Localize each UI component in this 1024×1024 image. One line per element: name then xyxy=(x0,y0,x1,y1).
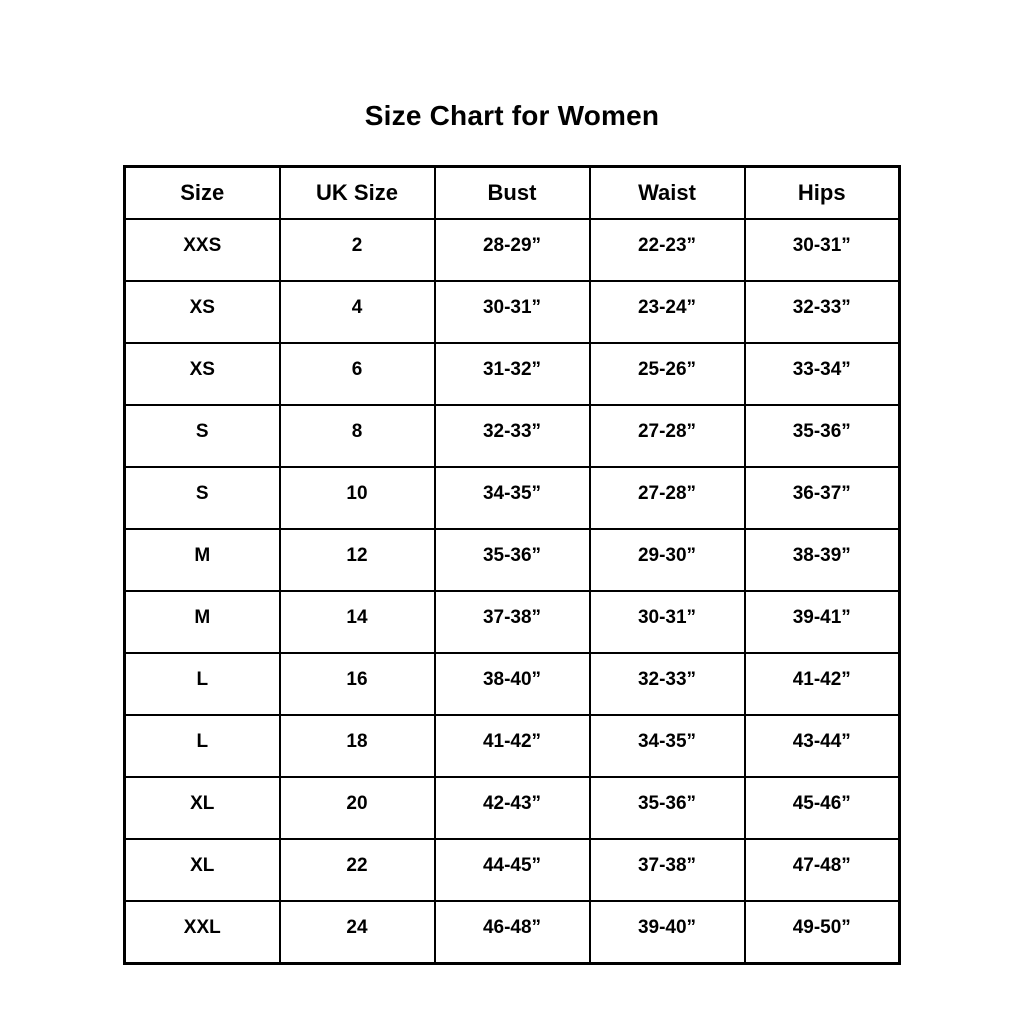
table-cell: 24 xyxy=(278,900,436,965)
table-cell: 30-31” xyxy=(433,280,591,344)
table-cell: 42-43” xyxy=(433,776,591,840)
table-cell: 41-42” xyxy=(433,714,591,778)
table-cell: XS xyxy=(123,280,281,344)
table-cell: 39-40” xyxy=(588,900,746,965)
table-cell: 35-36” xyxy=(433,528,591,592)
table-cell: M xyxy=(123,590,281,654)
column-header-size: Size xyxy=(123,165,281,220)
table-row: L 16 38-40” 32-33” 41-42” xyxy=(123,652,901,716)
table-cell: 46-48” xyxy=(433,900,591,965)
table-cell: 37-38” xyxy=(433,590,591,654)
table-cell: L xyxy=(123,652,281,716)
table-cell: 28-29” xyxy=(433,218,591,282)
table-row: XXL 24 46-48” 39-40” 49-50” xyxy=(123,900,901,965)
table-cell: 32-33” xyxy=(588,652,746,716)
table-cell: 4 xyxy=(278,280,436,344)
table-cell: 32-33” xyxy=(433,404,591,468)
table-cell: 34-35” xyxy=(433,466,591,530)
table-cell: 30-31” xyxy=(588,590,746,654)
table-cell: 35-36” xyxy=(743,404,901,468)
table-cell: 18 xyxy=(278,714,436,778)
table-row: XXS 2 28-29” 22-23” 30-31” xyxy=(123,218,901,282)
table-cell: 32-33” xyxy=(743,280,901,344)
table-cell: XL xyxy=(123,838,281,902)
table-cell: 41-42” xyxy=(743,652,901,716)
table-row: XS 4 30-31” 23-24” 32-33” xyxy=(123,280,901,344)
table-cell: 45-46” xyxy=(743,776,901,840)
table-cell: 39-41” xyxy=(743,590,901,654)
column-header-bust: Bust xyxy=(433,165,591,220)
table-row: L 18 41-42” 34-35” 43-44” xyxy=(123,714,901,778)
table-cell: S xyxy=(123,404,281,468)
table-cell: 38-39” xyxy=(743,528,901,592)
table-cell: 20 xyxy=(278,776,436,840)
table-cell: 29-30” xyxy=(588,528,746,592)
table-cell: 34-35” xyxy=(588,714,746,778)
table-cell: 30-31” xyxy=(743,218,901,282)
table-row: XL 20 42-43” 35-36” 45-46” xyxy=(123,776,901,840)
table-cell: 44-45” xyxy=(433,838,591,902)
table-row: M 12 35-36” 29-30” 38-39” xyxy=(123,528,901,592)
table-cell: 22 xyxy=(278,838,436,902)
table-cell: 25-26” xyxy=(588,342,746,406)
table-cell: 49-50” xyxy=(743,900,901,965)
table-cell: 36-37” xyxy=(743,466,901,530)
size-chart-table: Size UK Size Bust Waist Hips XXS 2 28-29” 2… xyxy=(123,165,901,965)
table-cell: XXL xyxy=(123,900,281,965)
table-cell: 31-32” xyxy=(433,342,591,406)
table-row: S 8 32-33” 27-28” 35-36” xyxy=(123,404,901,468)
table-cell: XXS xyxy=(123,218,281,282)
table-cell: L xyxy=(123,714,281,778)
table-cell: 22-23” xyxy=(588,218,746,282)
table-cell: 43-44” xyxy=(743,714,901,778)
table-cell: 38-40” xyxy=(433,652,591,716)
table-cell: XS xyxy=(123,342,281,406)
column-header-hips: Hips xyxy=(743,165,901,220)
table-cell: 14 xyxy=(278,590,436,654)
header-row: Size UK Size Bust Waist Hips xyxy=(123,165,901,220)
column-header-waist: Waist xyxy=(588,165,746,220)
table-row: XL 22 44-45” 37-38” 47-48” xyxy=(123,838,901,902)
table-row: S 10 34-35” 27-28” 36-37” xyxy=(123,466,901,530)
page-title: Size Chart for Women xyxy=(364,100,660,131)
table-cell: M xyxy=(123,528,281,592)
table-cell: 23-24” xyxy=(588,280,746,344)
column-header-uk-size: UK Size xyxy=(278,165,436,220)
table-cell: 2 xyxy=(278,218,436,282)
table-cell: 8 xyxy=(278,404,436,468)
table-row: XS 6 31-32” 25-26” 33-34” xyxy=(123,342,901,406)
table-cell: 27-28” xyxy=(588,404,746,468)
table-cell: 16 xyxy=(278,652,436,716)
size-chart-body: XXS 2 28-29” 22-23” 30-31” XS 4 30-31” 23-24” 32-… xyxy=(123,218,901,965)
table-header: Size UK Size Bust Waist Hips xyxy=(123,165,901,220)
table-cell: 6 xyxy=(278,342,436,406)
table-cell: 33-34” xyxy=(743,342,901,406)
table-cell: 12 xyxy=(278,528,436,592)
table-cell: XL xyxy=(123,776,281,840)
table-row: M 14 37-38” 30-31” 39-41” xyxy=(123,590,901,654)
table-cell: 35-36” xyxy=(588,776,746,840)
table-cell: 47-48” xyxy=(743,838,901,902)
table-cell: S xyxy=(123,466,281,530)
table-cell: 37-38” xyxy=(588,838,746,902)
table-cell: 10 xyxy=(278,466,436,530)
table-cell: 27-28” xyxy=(588,466,746,530)
